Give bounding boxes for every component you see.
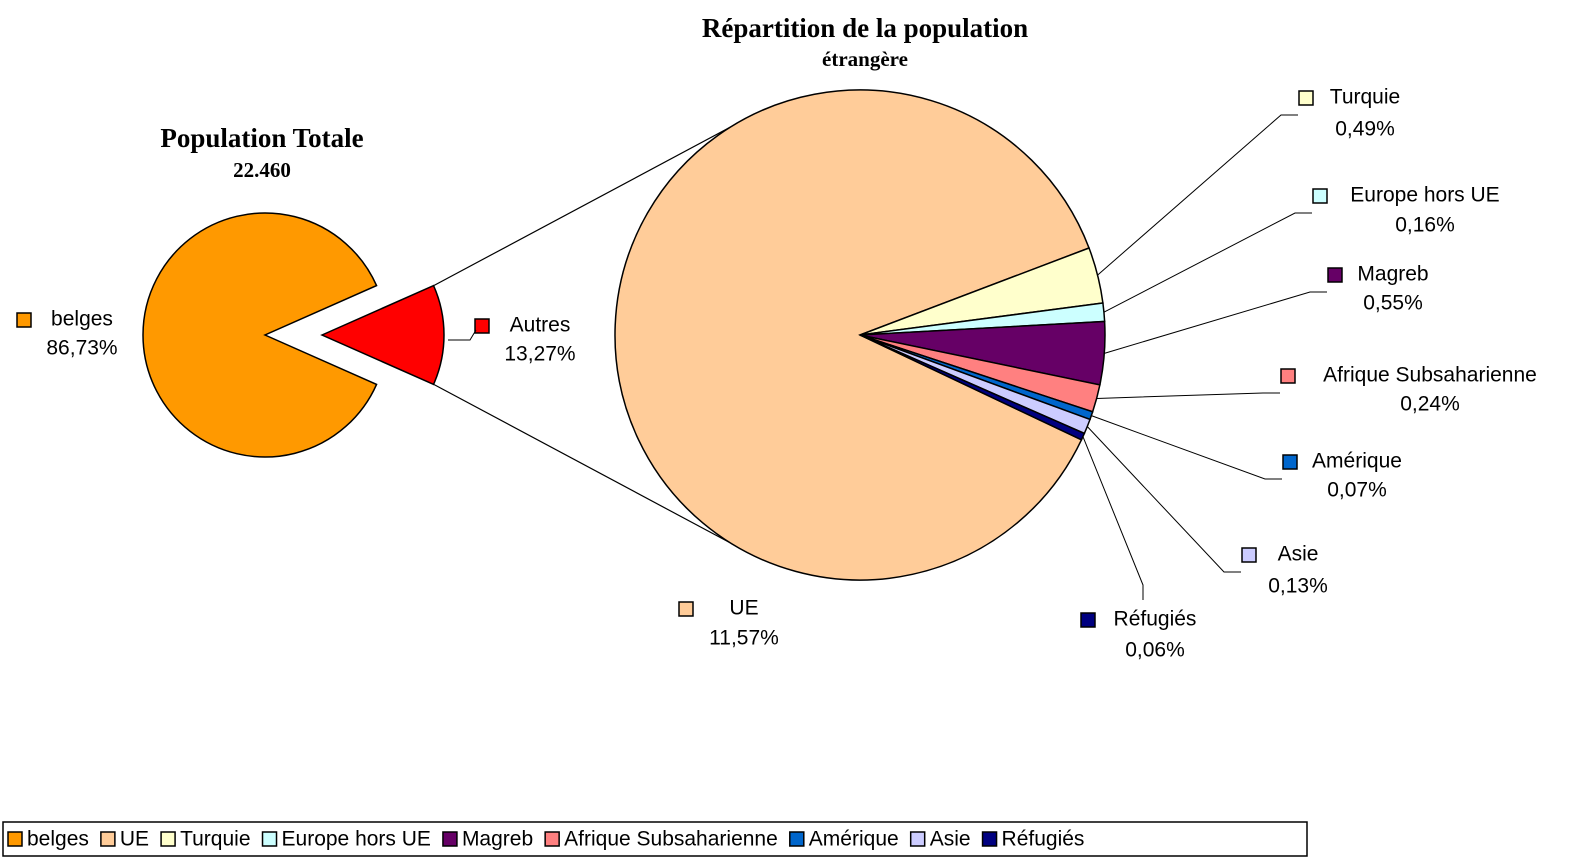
pie-slice (614, 89, 1090, 581)
pie-slice (320, 284, 445, 386)
data-label-name: Amérique (1312, 450, 1402, 473)
data-label-name: Afrique Subsaharienne (1323, 364, 1537, 387)
leader-line (448, 329, 477, 341)
leader-line (1091, 415, 1282, 480)
legend-swatch (678, 601, 694, 617)
leader-line (1097, 114, 1298, 276)
legend-swatch (1298, 90, 1314, 106)
legend-swatch (981, 831, 998, 847)
data-label: 0,55% (1363, 292, 1423, 315)
legend-swatch (544, 831, 560, 847)
data-label-name: Turquie (1330, 86, 1400, 109)
leader-line (1104, 291, 1327, 354)
leader-line (1103, 212, 1312, 313)
legend-swatch (7, 831, 23, 847)
data-label-name: Magreb (1357, 263, 1428, 286)
chart-subtitle: étrangère (822, 47, 908, 71)
legend-swatch (442, 831, 458, 847)
legend-label: Asie (930, 828, 971, 851)
chart-title: Population Totale (160, 123, 363, 153)
data-label-name: Europe hors UE (1350, 184, 1499, 207)
legend-swatch (1312, 188, 1328, 204)
data-label: 0,16% (1395, 214, 1455, 237)
legend-swatch (1282, 454, 1298, 470)
legend-label: Turquie (180, 828, 250, 851)
data-label-name: Réfugiés (1114, 608, 1197, 631)
data-label-name: Asie (1278, 543, 1319, 566)
data-label-name: Autres (510, 314, 571, 337)
legend-label: UE (120, 828, 149, 851)
data-label: 0,07% (1327, 479, 1387, 502)
leader-line (1096, 392, 1280, 399)
legend-swatch (1327, 267, 1343, 283)
data-label: 0,49% (1335, 118, 1395, 141)
connector-line (432, 383, 739, 548)
data-label: 11,57% (709, 627, 779, 650)
legend-label: Amérique (809, 828, 899, 851)
legend-label: Magreb (462, 828, 533, 851)
data-label: 0,24% (1400, 393, 1460, 416)
data-label: 13,27% (504, 343, 575, 366)
legend-swatch (160, 831, 176, 847)
legend-swatch (261, 831, 278, 847)
leader-line (1082, 436, 1144, 600)
legend-label: Réfugiés (1002, 828, 1085, 851)
leader-line (1086, 426, 1241, 573)
legend-box (2, 821, 1308, 857)
chart-subtitle: 22.460 (233, 158, 291, 182)
legend-swatch (1241, 547, 1257, 563)
legend-swatch (1280, 368, 1296, 384)
data-label-name: UE (729, 597, 758, 620)
data-label: 0,13% (1268, 575, 1328, 598)
legend-swatch (474, 318, 490, 334)
legend-swatch (16, 312, 32, 328)
legend-label: Europe hors UE (282, 828, 431, 851)
data-label: 0,06% (1125, 639, 1185, 662)
data-label: 86,73% (46, 337, 117, 360)
legend-swatch (909, 831, 926, 847)
connector-line (432, 122, 739, 287)
legend-label: belges (27, 828, 89, 851)
legend-label: Afrique Subsaharienne (564, 828, 778, 851)
chart-title: Répartition de la population (702, 13, 1028, 43)
legend-swatch (789, 831, 805, 847)
legend-swatch (1080, 612, 1096, 628)
data-label-name: belges (51, 308, 113, 331)
pie-slice (142, 212, 378, 458)
legend-swatch (100, 831, 116, 847)
